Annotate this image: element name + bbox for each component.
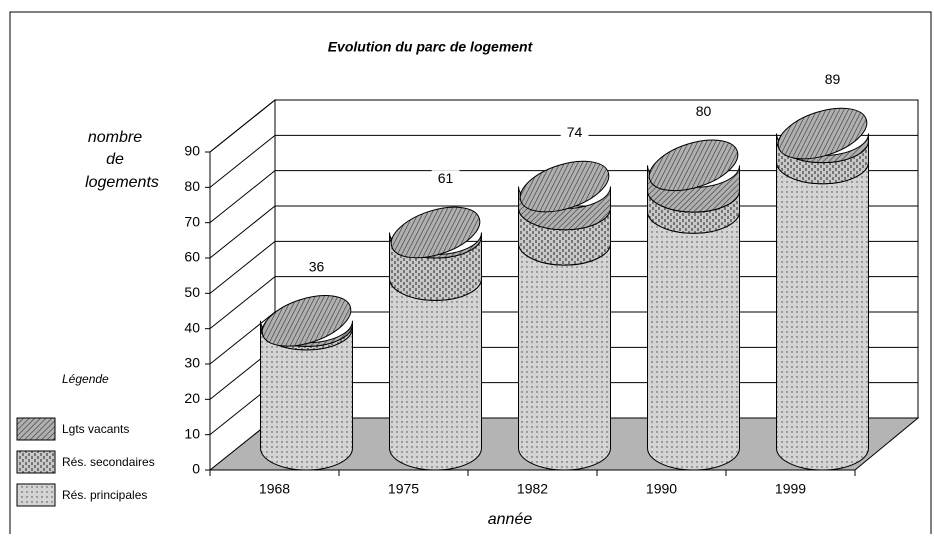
label-bg — [818, 71, 847, 88]
total-label: 74 — [567, 124, 583, 140]
legend-swatch — [16, 483, 56, 507]
x-label: année — [488, 511, 533, 528]
y-label: nombre — [88, 129, 142, 146]
y-tick-label: 60 — [184, 249, 200, 265]
cylinder-top — [777, 107, 868, 160]
y-tick-label: 30 — [184, 355, 200, 371]
total-label: 80 — [696, 103, 712, 119]
label-bg — [302, 258, 331, 275]
legend-swatch — [16, 450, 56, 474]
frame — [9, 11, 932, 539]
x-tick-label: 1975 — [388, 481, 419, 497]
legend-title: Légende — [62, 372, 109, 386]
total-label: 36 — [309, 259, 325, 275]
y-label: de — [106, 151, 124, 168]
cylinder-segment — [518, 243, 611, 471]
legend-label: Rés. secondaires — [62, 455, 155, 469]
y-tick-label: 80 — [184, 178, 200, 194]
cylinder-segment — [776, 161, 869, 471]
x-tick-label: 1999 — [775, 481, 806, 497]
y-tick-label: 10 — [184, 425, 200, 441]
cylinder-top — [648, 139, 739, 192]
legend-swatch — [16, 417, 56, 441]
y-tick-label: 20 — [184, 390, 200, 406]
cylinder-top — [519, 160, 610, 213]
y-tick-label: 70 — [184, 213, 200, 229]
total-label: 61 — [438, 170, 454, 186]
label-bg — [689, 103, 718, 120]
y-label: logements — [85, 174, 159, 191]
y-tick-label: 40 — [184, 319, 200, 335]
cylinder-segment — [647, 211, 740, 471]
y-tick-label: 0 — [192, 461, 200, 477]
x-tick-label: 1982 — [517, 481, 548, 497]
x-tick-label: 1968 — [259, 481, 290, 497]
label-bg — [431, 170, 460, 187]
grid-line — [209, 134, 918, 188]
chart-title: Evolution du parc de logement — [328, 39, 534, 55]
cylinder-segment — [389, 278, 482, 471]
grid-line — [209, 99, 918, 153]
y-tick-label: 90 — [184, 143, 200, 159]
y-tick-label: 50 — [184, 284, 200, 300]
x-tick-label: 1990 — [646, 481, 677, 497]
total-label: 89 — [825, 71, 841, 87]
label-bg — [560, 124, 589, 141]
cylinder-top — [261, 295, 352, 347]
legend-label: Rés. principales — [62, 488, 147, 502]
legend-label: Lgts vacants — [62, 422, 129, 436]
cylinder-top — [390, 206, 481, 259]
